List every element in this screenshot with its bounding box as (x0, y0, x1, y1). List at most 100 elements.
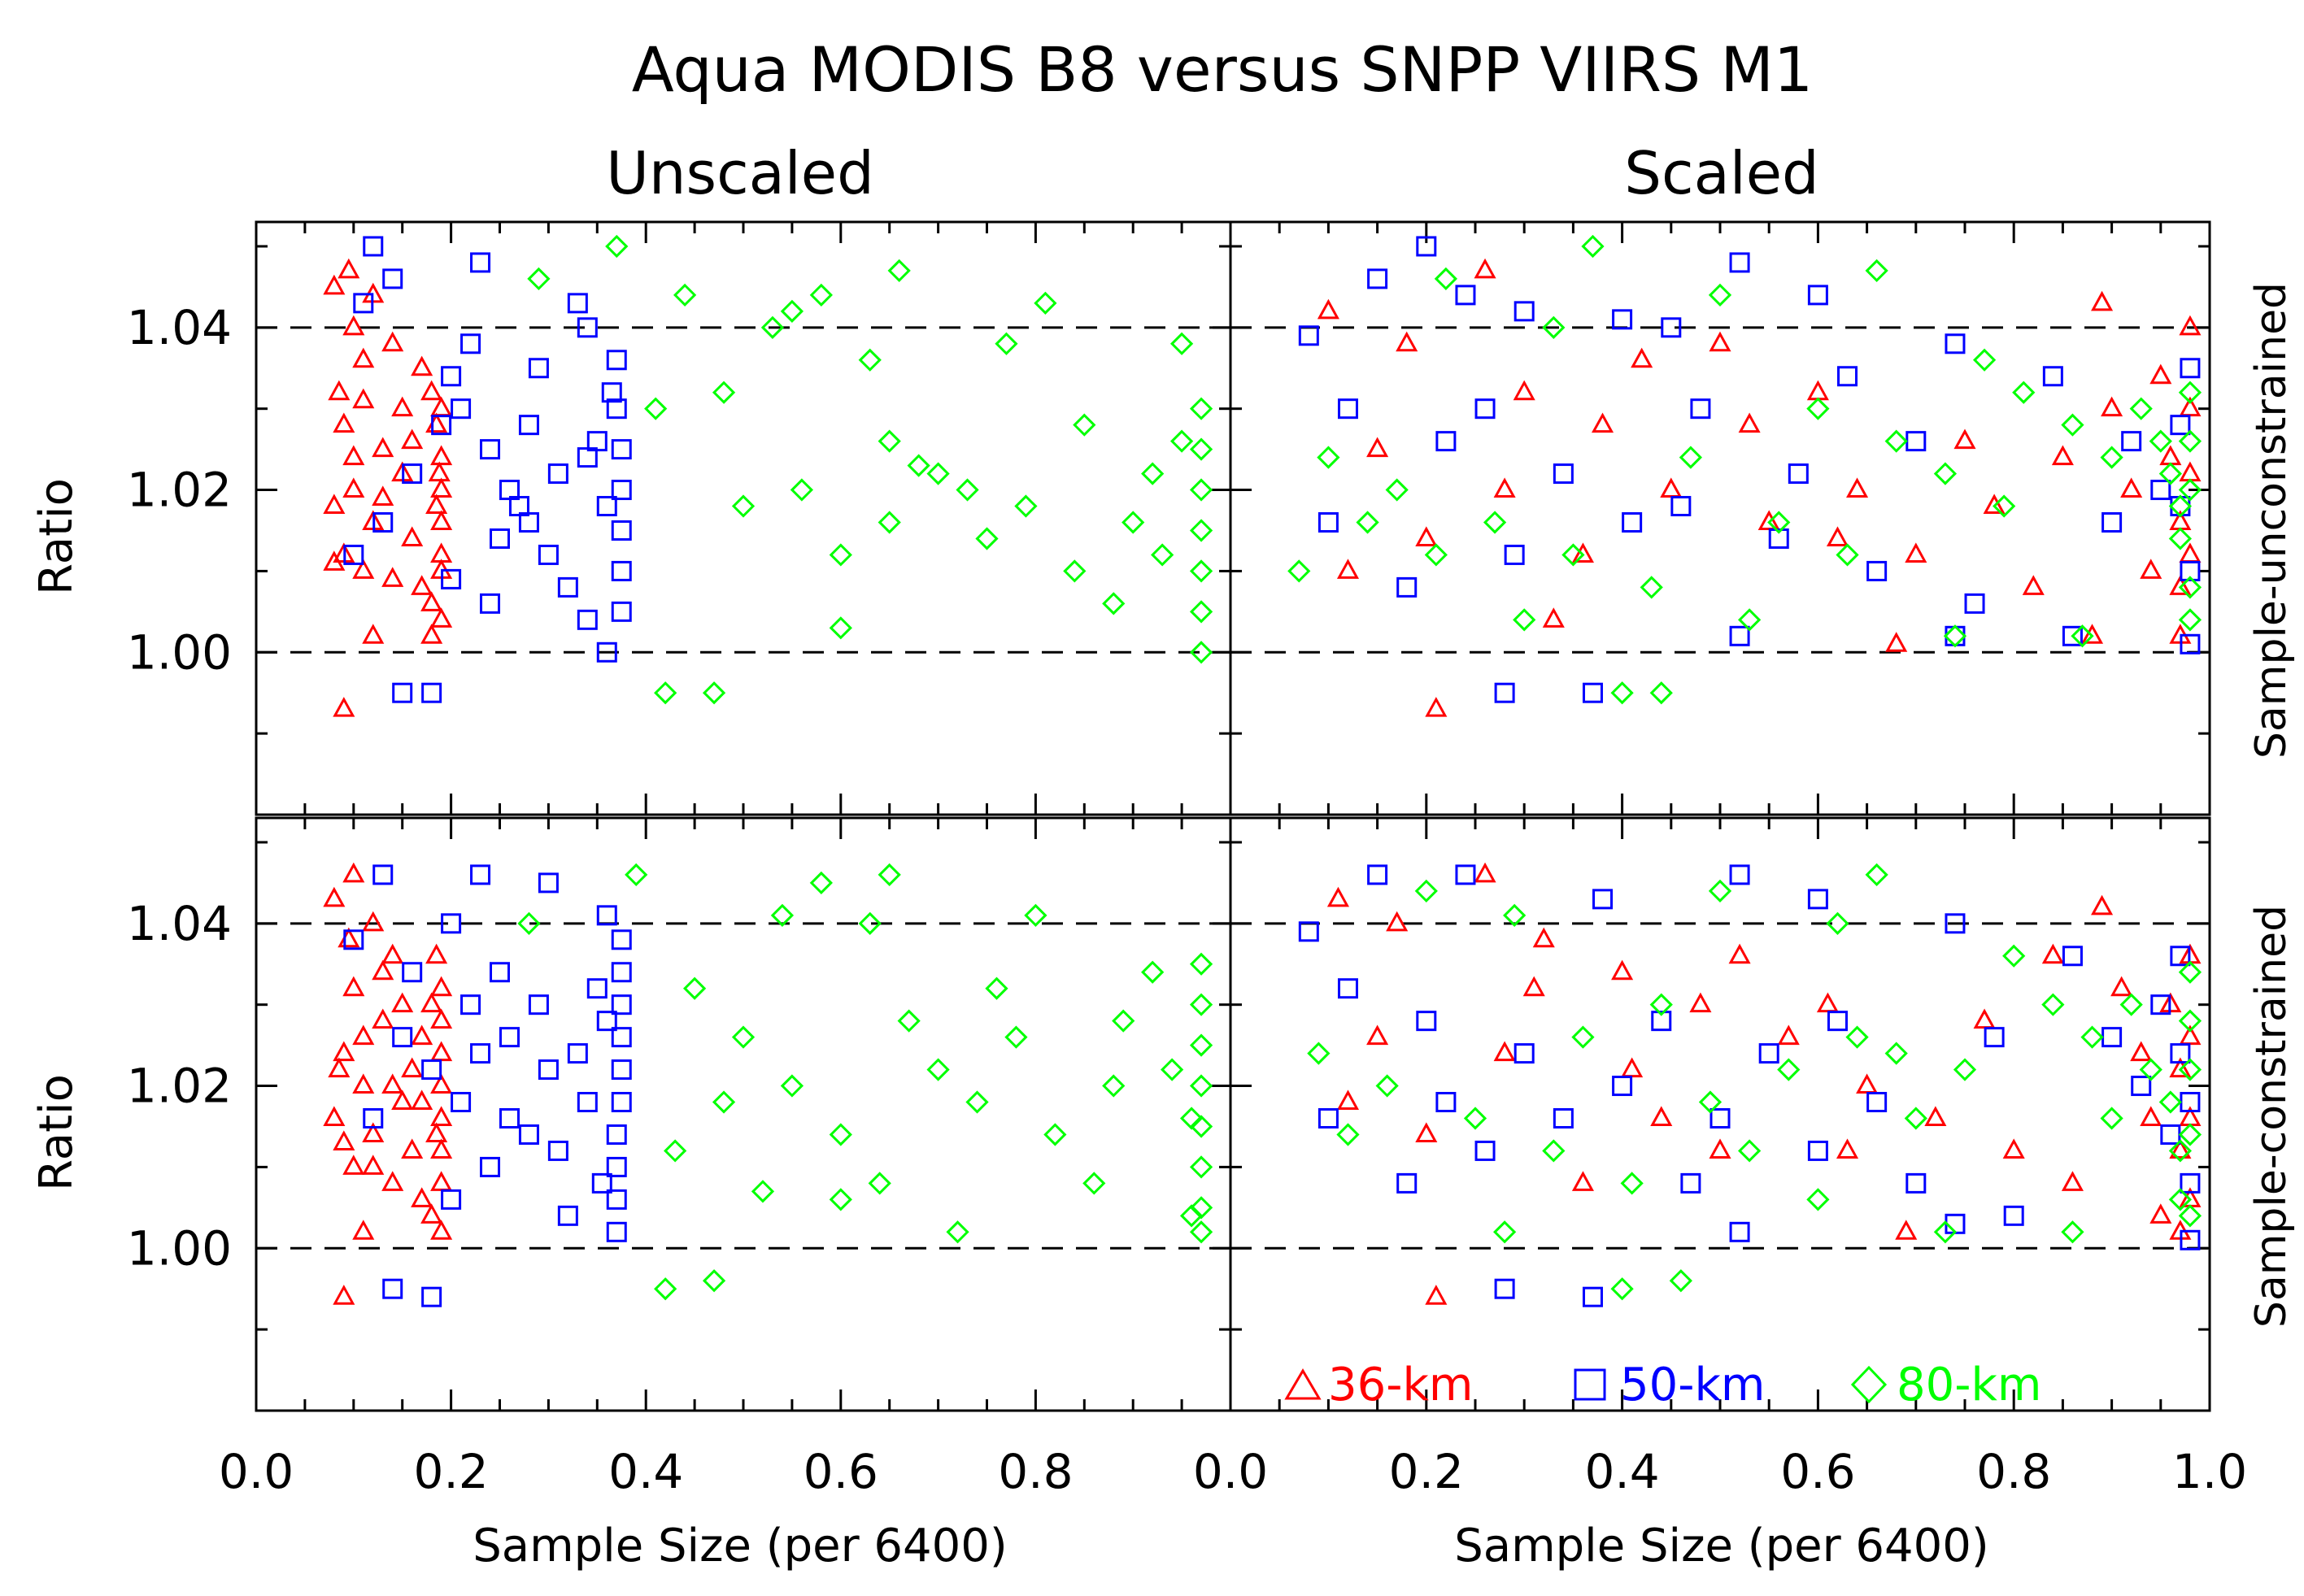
data-point-50km (2180, 358, 2201, 379)
data-point-36km (1983, 494, 2006, 515)
data-point-80km (2178, 429, 2202, 453)
data-point-50km (499, 1027, 520, 1048)
data-point-50km (1661, 317, 1682, 338)
data-point-50km (372, 864, 394, 885)
data-point-36km (1953, 428, 1976, 450)
data-point-80km (517, 911, 541, 935)
data-point-50km (490, 962, 510, 983)
data-point-80km (790, 478, 814, 502)
data-point-50km (1318, 1107, 1339, 1129)
data-point-36km (372, 485, 394, 507)
data-point-80km (1004, 1025, 1028, 1049)
data-point-50km (451, 398, 472, 420)
data-point-80km (926, 462, 950, 485)
data-point-50km (1553, 1107, 1574, 1129)
data-point-50km (1513, 301, 1535, 322)
data-point-36km (1326, 886, 1349, 907)
data-point-36km (391, 396, 414, 417)
data-point-36km (1366, 437, 1389, 458)
data-point-80km (1189, 559, 1213, 583)
data-point-80km (605, 234, 629, 259)
data-point-80km (1169, 429, 1194, 453)
data-point-50km (1709, 1107, 1731, 1129)
data-point-80km (731, 1025, 756, 1049)
data-point-80km (1189, 437, 1213, 461)
x-tick-label: 0.2 (1389, 1444, 1464, 1499)
data-point-36km (352, 1073, 375, 1094)
data-point-80km (2168, 494, 2193, 518)
data-point-36km (323, 274, 346, 295)
y-axis-label-top: Ratio (30, 478, 83, 595)
x-tick-label: 0.8 (998, 1444, 1073, 1499)
data-point-50km (2101, 1027, 2123, 1048)
data-point-50km (557, 576, 578, 598)
x-tick-label: 0.8 (1976, 1444, 2051, 1499)
data-point-50km (538, 1059, 559, 1081)
y-tick-label: 1.04 (127, 300, 232, 355)
x-tick-label: 0.2 (413, 1444, 488, 1499)
data-point-80km (2158, 462, 2182, 485)
data-point-36km (1924, 1106, 1947, 1126)
data-point-80km (1933, 462, 1958, 485)
panel-frame (1229, 816, 2211, 1412)
data-point-36km (430, 445, 453, 466)
data-point-80km (1649, 681, 1673, 705)
data-point-36km (328, 1057, 351, 1078)
data-point-50km (577, 609, 598, 630)
data-point-50km (441, 366, 462, 387)
data-point-36km (381, 1073, 404, 1094)
data-point-50km (611, 1092, 632, 1113)
data-point-50km (1553, 463, 1574, 485)
data-point-80km (858, 348, 882, 372)
data-point-80km (751, 1180, 775, 1203)
data-point-50km (1807, 1140, 1828, 1161)
data-point-36km (1895, 1220, 1918, 1240)
data-point-36km (1425, 1285, 1448, 1305)
data-point-50km (2180, 633, 2201, 654)
data-point-80km (2129, 397, 2153, 420)
data-point-80km (1542, 315, 1566, 339)
data-point-80km (2012, 381, 2036, 404)
axes-layer (255, 222, 2211, 1411)
data-point-80km (2168, 527, 2193, 550)
data-point-50km (1758, 1043, 1779, 1064)
data-point-50km (528, 358, 549, 379)
x-axis-label-right: Sample Size (per 6400) (1454, 1520, 1989, 1572)
data-point-50km (601, 382, 622, 403)
data-point-80km (1434, 267, 1458, 291)
data-point-36km (1386, 911, 1409, 932)
data-point-80km (1102, 1074, 1126, 1098)
x-tick-label: 0.6 (1780, 1444, 1855, 1499)
data-point-80km (1492, 1220, 1517, 1244)
data-point-50km (611, 994, 632, 1015)
data-point-80km (1189, 478, 1213, 502)
data-point-50km (470, 1043, 491, 1064)
data-point-36km (2149, 363, 2172, 385)
data-point-80km (1189, 1115, 1213, 1138)
data-point-80km (1542, 1139, 1566, 1163)
data-point-80km (1679, 446, 1703, 469)
data-point-50km (1945, 913, 1966, 934)
data-point-36km (1493, 1041, 1516, 1062)
data-point-36km (2169, 575, 2192, 595)
data-point-80km (1845, 1025, 1869, 1049)
data-point-36km (333, 1130, 355, 1150)
data-point-50km (1416, 236, 1437, 257)
data-point-50km (499, 1107, 520, 1129)
data-point-36km (2179, 461, 2202, 482)
data-point-50km (1416, 1011, 1437, 1032)
data-point-50km (1807, 285, 1828, 306)
data-point-80km (1513, 608, 1536, 632)
data-point-50km (1435, 1092, 1457, 1113)
data-point-80km (1151, 543, 1174, 567)
data-point-36km (362, 1122, 385, 1142)
data-point-80km (1336, 1123, 1360, 1146)
data-point-36km (425, 943, 448, 964)
y-tick-label: 1.04 (127, 896, 232, 951)
data-point-50km (1670, 496, 1692, 517)
legend: 36-km 50-km 80-km (1284, 1359, 2041, 1411)
data-point-50km (353, 293, 374, 314)
panel-frame (255, 220, 1232, 816)
data-point-50km (431, 415, 452, 436)
data-point-36km (381, 567, 404, 587)
